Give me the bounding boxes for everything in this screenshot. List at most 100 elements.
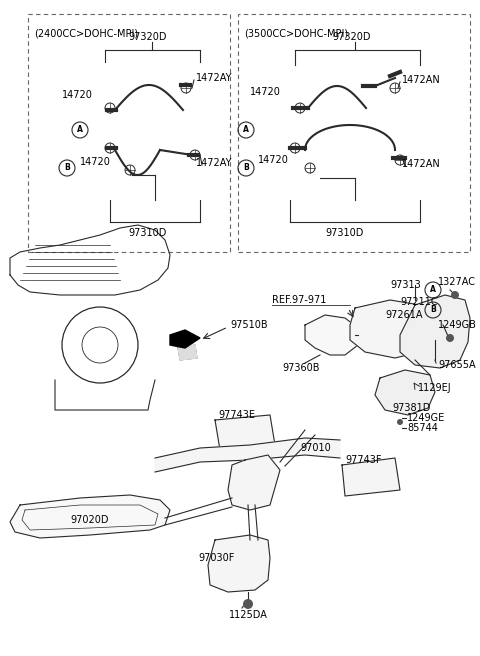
Text: 97510B: 97510B — [230, 320, 268, 330]
Text: 1249GE: 1249GE — [407, 413, 445, 423]
Text: A: A — [243, 125, 249, 134]
Text: A: A — [430, 285, 436, 295]
Circle shape — [451, 291, 459, 299]
Text: 85744: 85744 — [407, 423, 438, 433]
Circle shape — [237, 441, 243, 447]
Circle shape — [121, 508, 129, 516]
Text: 1327AC: 1327AC — [438, 277, 476, 287]
Text: 1249GB: 1249GB — [438, 320, 477, 330]
Circle shape — [67, 516, 75, 524]
Text: B: B — [430, 306, 436, 314]
Circle shape — [249, 441, 255, 447]
Circle shape — [245, 546, 252, 554]
Text: 97211C: 97211C — [400, 297, 438, 307]
Text: 97360B: 97360B — [282, 363, 320, 373]
Polygon shape — [350, 300, 435, 358]
Polygon shape — [400, 295, 470, 368]
Polygon shape — [170, 330, 200, 348]
Polygon shape — [178, 345, 197, 360]
Circle shape — [121, 524, 129, 532]
Bar — [238, 14, 470, 252]
Circle shape — [121, 516, 129, 524]
Circle shape — [249, 425, 255, 431]
Text: B: B — [64, 163, 70, 173]
Polygon shape — [10, 495, 170, 538]
Circle shape — [245, 558, 252, 565]
Text: 97743E: 97743E — [218, 410, 255, 420]
Circle shape — [237, 425, 243, 431]
Text: (2400CC>DOHC-MPI): (2400CC>DOHC-MPI) — [34, 28, 138, 38]
Circle shape — [103, 524, 111, 532]
Text: 1472AN: 1472AN — [402, 75, 441, 85]
Circle shape — [397, 419, 403, 425]
Circle shape — [374, 486, 380, 492]
Text: B: B — [243, 163, 249, 173]
Text: 1129EJ: 1129EJ — [418, 383, 452, 393]
Polygon shape — [215, 415, 275, 450]
Circle shape — [221, 558, 228, 565]
Circle shape — [49, 524, 57, 532]
Circle shape — [85, 524, 93, 532]
Text: 97743F: 97743F — [345, 455, 382, 465]
Text: 97310D: 97310D — [326, 228, 364, 238]
Circle shape — [67, 508, 75, 516]
Text: 1125DA: 1125DA — [228, 610, 267, 620]
Circle shape — [245, 571, 252, 577]
Circle shape — [225, 441, 231, 447]
Circle shape — [386, 486, 392, 492]
Circle shape — [49, 508, 57, 516]
Text: 97261A: 97261A — [385, 310, 422, 320]
Circle shape — [261, 433, 267, 439]
Circle shape — [67, 524, 75, 532]
Circle shape — [221, 571, 228, 577]
Text: 97020D: 97020D — [70, 515, 108, 525]
Circle shape — [350, 470, 356, 476]
Text: 97030F: 97030F — [198, 553, 234, 563]
Circle shape — [31, 508, 39, 516]
Circle shape — [233, 546, 240, 554]
Circle shape — [85, 516, 93, 524]
Text: A: A — [77, 125, 83, 134]
Circle shape — [225, 425, 231, 431]
Polygon shape — [342, 458, 400, 496]
Text: 97310D: 97310D — [129, 228, 167, 238]
Circle shape — [386, 478, 392, 484]
Text: 1472AY: 1472AY — [196, 158, 232, 168]
Text: REF.97-971: REF.97-971 — [272, 295, 326, 305]
Text: 97010: 97010 — [300, 443, 331, 453]
Circle shape — [49, 516, 57, 524]
Text: 97320D: 97320D — [333, 32, 371, 42]
Circle shape — [249, 433, 255, 439]
Circle shape — [362, 470, 368, 476]
Circle shape — [233, 558, 240, 565]
Circle shape — [225, 433, 231, 439]
Text: 97320D: 97320D — [129, 32, 167, 42]
Circle shape — [85, 508, 93, 516]
Circle shape — [233, 571, 240, 577]
Circle shape — [386, 470, 392, 476]
Circle shape — [362, 478, 368, 484]
Bar — [28, 14, 230, 252]
Text: (3500CC>DOHC-MPI): (3500CC>DOHC-MPI) — [244, 28, 348, 38]
Circle shape — [446, 334, 454, 342]
Circle shape — [103, 516, 111, 524]
Circle shape — [243, 599, 253, 609]
Circle shape — [374, 470, 380, 476]
Polygon shape — [305, 315, 358, 355]
Circle shape — [374, 478, 380, 484]
Circle shape — [237, 433, 243, 439]
Circle shape — [261, 425, 267, 431]
Circle shape — [103, 508, 111, 516]
Polygon shape — [228, 455, 280, 510]
Text: 14720: 14720 — [80, 157, 111, 167]
Polygon shape — [155, 438, 340, 472]
Text: 14720: 14720 — [258, 155, 289, 165]
Text: 14720: 14720 — [62, 90, 93, 100]
Text: 97313: 97313 — [390, 280, 421, 290]
Circle shape — [221, 546, 228, 554]
Circle shape — [362, 486, 368, 492]
Circle shape — [350, 486, 356, 492]
Text: 14720: 14720 — [250, 87, 281, 97]
Text: 97655A: 97655A — [438, 360, 476, 370]
Circle shape — [31, 524, 39, 532]
